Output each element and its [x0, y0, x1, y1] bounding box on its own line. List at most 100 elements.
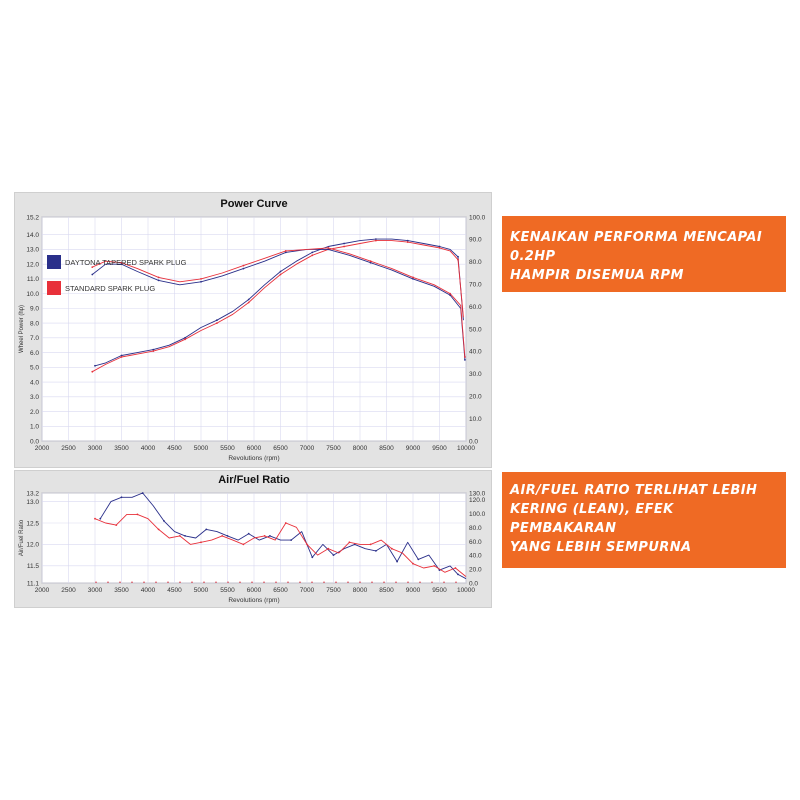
data-point-1: [115, 524, 118, 526]
data-point-0: [141, 492, 144, 494]
legend-swatch-standard: [47, 281, 61, 295]
data-point-1: [438, 247, 441, 249]
data-point-0: [290, 539, 292, 541]
data-point-2: [91, 273, 94, 276]
y2-tick-label: 80.0: [469, 259, 482, 266]
y2-tick-label: 100.0: [469, 511, 486, 518]
x-tick-label: 2500: [61, 587, 76, 594]
power-curve-chart: Power Curve 2000 2500 3000 3500 4000 4500 5000 5…: [19, 198, 486, 462]
data-point-0: [163, 520, 165, 522]
data-point-0: [226, 535, 229, 537]
data-point-1: [369, 543, 372, 546]
y-tick-label: 5.0: [30, 365, 39, 372]
x-tick-label: 8000: [353, 587, 368, 594]
y2-tick-label: 130.0: [469, 490, 486, 497]
y2-tick-label: 50.0: [469, 326, 482, 333]
data-point-0: [375, 550, 377, 552]
data-point-0: [184, 535, 187, 537]
x-tick-label: 8500: [379, 445, 394, 452]
data-point-0: [311, 556, 314, 559]
y-tick-label: 3.0: [30, 394, 39, 401]
x-axis-label: Revolutions (rpm): [228, 455, 279, 462]
x-tick-label: 4000: [141, 445, 156, 452]
x-tick-label: 6000: [247, 445, 262, 452]
series-line-0: [94, 238, 464, 367]
x-tick-label: 4500: [167, 445, 182, 452]
data-point-3: [464, 356, 466, 358]
series-line-1: [94, 513, 467, 577]
x-tick-label: 5000: [194, 587, 209, 594]
y-tick-label: 0.0: [30, 438, 39, 445]
x-tick-label: 7000: [300, 445, 315, 452]
y2-tick-label: 80.0: [469, 525, 482, 532]
y-tick-label: 13.2: [26, 490, 39, 497]
data-point-0: [94, 364, 96, 367]
banner-air-fuel: AIR/FUEL RATIO TERLIHAT LEBIH KERING (LE…: [502, 472, 786, 568]
y2-tick-label: 120.0: [469, 497, 486, 504]
data-point-0: [247, 298, 250, 301]
data-point-3: [200, 278, 202, 280]
x-tick-label: 9000: [406, 587, 421, 594]
y-tick-label: 13.0: [26, 499, 39, 506]
x-tick-label: 10000: [457, 445, 475, 452]
data-point-2: [412, 278, 414, 280]
y2-tick-label: 30.0: [469, 371, 482, 378]
y-tick-label: 10.0: [26, 291, 39, 298]
data-point-1: [136, 513, 139, 516]
data-point-1: [120, 356, 123, 358]
data-point-0: [152, 348, 155, 351]
x-tick-label: 10000: [457, 587, 475, 594]
y-tick-label: 2.0: [30, 409, 39, 416]
data-point-2: [369, 261, 372, 264]
y-tick-label: 1.0: [30, 424, 39, 431]
data-point-2: [242, 267, 245, 270]
data-point-1: [200, 541, 202, 544]
data-point-2: [464, 359, 466, 361]
y2-tick-label: 0.0: [469, 580, 478, 587]
x-tick-label: 2000: [35, 587, 50, 594]
data-point-1: [390, 547, 393, 550]
data-point-1: [221, 535, 224, 537]
data-point-0: [120, 496, 123, 499]
data-point-2: [200, 280, 202, 283]
data-point-1: [242, 543, 245, 546]
data-point-0: [375, 238, 377, 240]
data-point-1: [433, 565, 436, 567]
x-tick-label: 6500: [273, 445, 288, 452]
y-axis-label: Air/Fuel Ratio: [19, 519, 25, 556]
y2-tick-label: 100.0: [469, 214, 486, 221]
chart-title: Air/Fuel Ratio: [218, 474, 290, 486]
data-point-1: [375, 239, 377, 242]
x-tick-label: 2000: [35, 445, 50, 452]
chart-title: Power Curve: [220, 198, 287, 210]
y-tick-label: 12.0: [26, 542, 39, 549]
data-point-3: [412, 276, 414, 279]
data-point-1: [412, 562, 414, 565]
y2-tick-label: 10.0: [469, 416, 482, 423]
x-tick-label: 6500: [273, 587, 288, 594]
data-point-0: [457, 255, 459, 258]
data-point-2: [120, 263, 123, 266]
data-point-0: [396, 560, 398, 563]
air-fuel-chart: Air/Fuel Ratio 2000 2500 3000 3500 4000 4500 50…: [19, 474, 486, 604]
data-point-0: [343, 242, 345, 245]
data-point-1: [343, 245, 345, 248]
data-point-0: [438, 245, 441, 248]
data-point-0: [269, 535, 271, 537]
banner-performance-line-2: HAMPIR DISEMUA RPM: [510, 268, 684, 283]
x-tick-label: 4500: [167, 587, 182, 594]
y2-tick-label: 0.0: [469, 438, 478, 445]
x-tick-label: 7000: [300, 587, 315, 594]
data-point-3: [157, 276, 160, 279]
y2-tick-label: 60.0: [469, 304, 482, 311]
data-point-0: [353, 543, 356, 546]
data-point-1: [284, 522, 287, 524]
data-point-1: [306, 543, 308, 546]
data-point-1: [348, 541, 351, 544]
y-tick-label: 13.0: [26, 247, 39, 254]
x-tick-label: 8000: [353, 445, 368, 452]
legend-item-daytona: DAYTONA TAPERED SPARK PLUG: [47, 255, 186, 269]
x-tick-label: 5500: [220, 587, 235, 594]
y2-tick-label: 60.0: [469, 539, 482, 546]
y-tick-label: 12.0: [26, 261, 39, 268]
